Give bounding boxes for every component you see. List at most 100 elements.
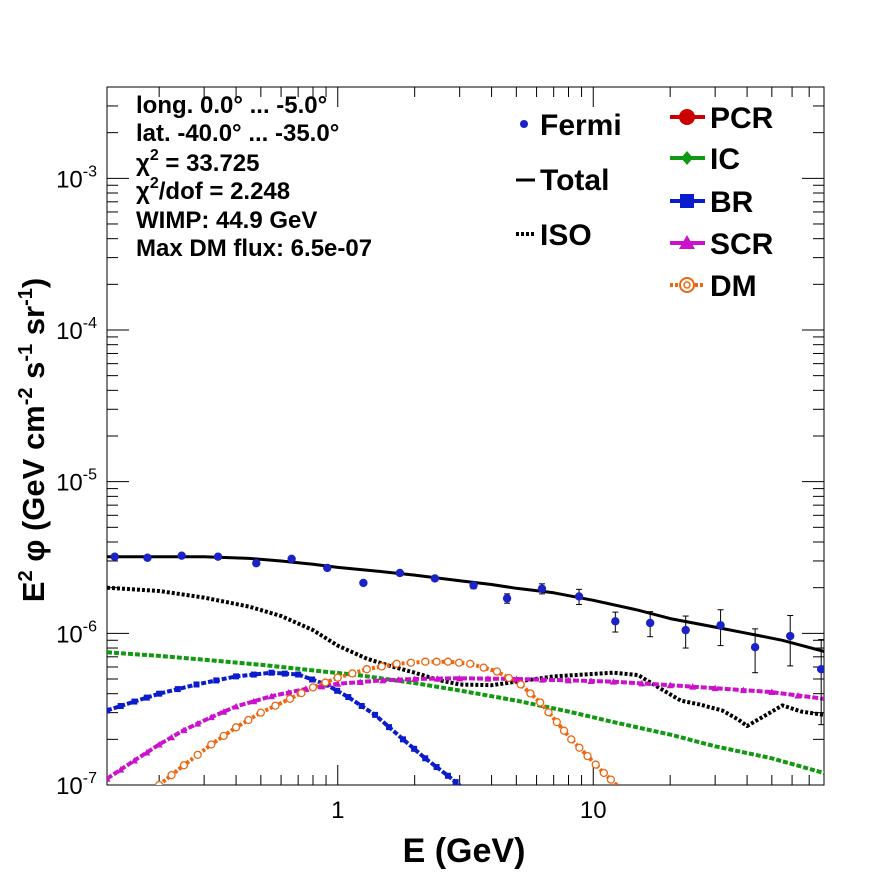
br-marker [107,707,110,714]
dm-marker [193,750,202,760]
scr-marker [740,686,748,694]
fermi-data-point [681,625,690,635]
y-title-mid2: sr [16,306,51,344]
info-longitude: long. 0.0° ... -5.0° [136,92,327,119]
info-chi2-dof: χ2/dof = 2.248 [136,175,290,205]
dm-marker [285,694,295,703]
fermi-data-point [574,592,584,601]
scr-marker [609,678,617,685]
scr-marker [666,681,674,689]
dm-marker [377,662,386,671]
scr-marker [587,677,595,684]
dm-marker [526,689,535,698]
y-title-mid: s [16,362,51,388]
legend-scr-label: SCR [710,228,774,261]
scr-marker [168,733,176,741]
dm-marker [256,708,265,717]
scr-marker [180,726,188,734]
y-tick-base: 10 [56,318,83,345]
dm-marker [392,659,401,668]
scr-marker [564,676,572,684]
scr-marker [689,683,697,690]
br-marker [174,686,181,693]
model-curves [107,555,824,785]
scr-marker [379,676,387,684]
scr-marker [285,689,293,696]
br-marker [213,677,220,684]
x-axis-title: E (GeV) [403,832,526,870]
br-marker [193,681,200,688]
scr-marker [334,680,342,687]
scr-marker [220,708,228,715]
scr-marker [433,675,441,682]
legend-dm-marker-inner [683,281,691,289]
series-ic-line [107,650,824,775]
dm-marker [432,657,441,666]
y-tick-exp: -3 [83,163,97,180]
dm-marker [492,667,502,676]
br-marker [411,745,418,752]
br-marker [131,698,138,705]
info-chi2dof-symbol: χ [136,178,150,205]
scr-marker [356,678,364,686]
y-title-sup3: -1 [15,344,37,362]
fermi-points [110,551,824,726]
scr-marker [794,691,802,699]
info-wimp-mass: WIMP: 44.9 GeV [136,207,317,234]
dm-marker [297,688,306,698]
y-tick-base: 10 [56,621,83,648]
br-marker [309,676,316,683]
br-marker [117,703,124,710]
dm-marker [421,657,430,666]
br-marker [358,702,365,709]
y-tick-base: 10 [56,773,83,800]
br-marker [399,736,406,743]
dm-marker [308,683,318,692]
scr-marker [267,692,275,700]
dm-marker [231,723,241,732]
info-chi2-symbol: χ [136,150,150,177]
dm-marker [362,665,372,674]
br-marker [422,755,429,762]
fermi-data-point [110,552,119,561]
dm-marker [575,743,584,752]
fermi-data-point [395,568,405,578]
br-marker [444,772,451,779]
dm-marker [333,673,342,682]
y-tick-exp: -4 [83,315,97,332]
info-chi2-sup: 2 [150,147,159,164]
x-tick-label: 1 [331,797,344,824]
y-tick-base: 10 [56,166,83,193]
dm-marker [504,673,513,683]
y-tick-label: 10-3 [56,163,97,193]
scr-marker [194,720,202,727]
scr-marker [395,676,403,683]
br-marker [433,764,440,771]
x-tick-label: 10 [580,797,607,824]
fermi-data-point [213,552,223,561]
y-title-sup2: -2 [15,387,37,405]
fermi-data-point [323,563,332,573]
legend-ic-marker [681,151,693,165]
dm-marker [591,760,600,769]
fermi-data-point [750,643,760,652]
dm-marker [559,726,569,735]
scr-marker [130,757,138,764]
scr-marker [711,684,719,692]
info-chi2dof-sup: 2 [150,175,159,192]
y-axis-title: E2 φ (GeV cm-2 s-1 sr-1) [15,278,51,602]
y-tick-label: 10-4 [56,315,97,345]
legend-scr-marker [679,235,695,249]
fermi-data-point [469,581,478,590]
y-title-phi: φ (GeV cm [16,405,51,570]
y-title-sup4: -1 [15,288,37,306]
legend-br-label: BR [710,186,754,219]
br-marker [268,669,275,676]
dm-marker [271,701,280,710]
legend-iso-label: ISO [540,219,592,252]
br-marker [334,687,341,694]
br-marker [295,671,302,678]
info-max-dm-flux: Max DM flux: 6.5e-07 [136,235,372,262]
legend: Fermi Total ISO PCR IC BR SCR DM [516,102,774,303]
